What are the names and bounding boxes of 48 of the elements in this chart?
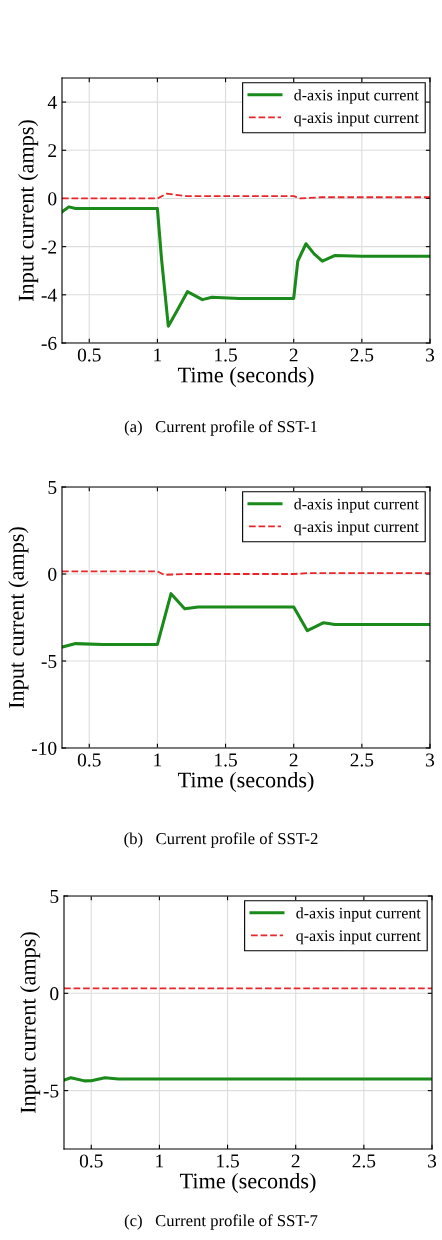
y-tick-label: -5 [41,655,57,668]
x-tick-label: 3 [426,348,435,362]
x-tick-label: 2 [291,1154,300,1168]
y-tick-label: -10 [31,741,57,755]
x-tick-label: 1 [156,1154,164,1168]
y-tick-label: 0 [50,987,59,1001]
x-tick-label: 3 [428,1154,437,1168]
y-axis-title: Input current (amps) [18,120,39,302]
y-tick-label: 2 [48,144,57,158]
x-tick-label: 2.5 [350,753,374,767]
x-tick-label: 1.5 [215,753,237,767]
y-axis-title: Input current (amps) [20,932,41,1114]
x-tick-label: 1.5 [217,1154,239,1168]
y-tick-label: -5 [43,1084,59,1098]
text: (a) Current profile of SST-1 [124,420,317,436]
legend-label: d-axis input current [296,907,421,922]
line-series [62,205,430,328]
y-tick-label: 0 [48,192,57,206]
x-axis-title: Time (seconds) [179,1172,316,1194]
x-tick-label: 0.5 [79,1154,103,1168]
legend-label: q-axis input current [296,930,421,945]
legend-label: q-axis input current [294,112,419,127]
x-tick-label: 1 [154,348,162,362]
x-tick-label: 2.5 [352,1154,376,1168]
text: (b) Current profile of SST-2 [124,832,318,848]
x-tick-label: 0.5 [77,753,101,767]
x-axis-title: Time (seconds) [177,366,314,388]
y-tick-label: 4 [47,96,57,109]
x-tick-label: 2.5 [350,348,374,362]
x-tick-label: 3 [426,753,435,767]
x-tick-label: 1 [154,753,162,767]
legend-label: q-axis input current [294,521,419,536]
legend-label: d-axis input current [294,498,419,513]
y-tick-label: -6 [41,336,57,350]
x-tick-label: 2 [289,348,298,362]
x-tick-label: 1.5 [215,348,237,362]
y-axis-title: Input current (amps) [8,527,29,709]
y-tick-label: 5 [48,481,57,494]
text: (c) Current profile of SST-7 [124,1214,318,1230]
y-tick-label: 0 [48,567,57,581]
x-axis-title: Time (seconds) [177,771,314,793]
legend-label: d-axis input current [294,89,419,104]
x-tick-label: 2 [289,753,298,767]
y-tick-label: -2 [41,240,57,254]
x-tick-label: 0.5 [77,348,101,362]
line-series [62,592,430,649]
y-tick-label: 5 [50,890,59,903]
y-tick-label: -4 [41,288,57,302]
